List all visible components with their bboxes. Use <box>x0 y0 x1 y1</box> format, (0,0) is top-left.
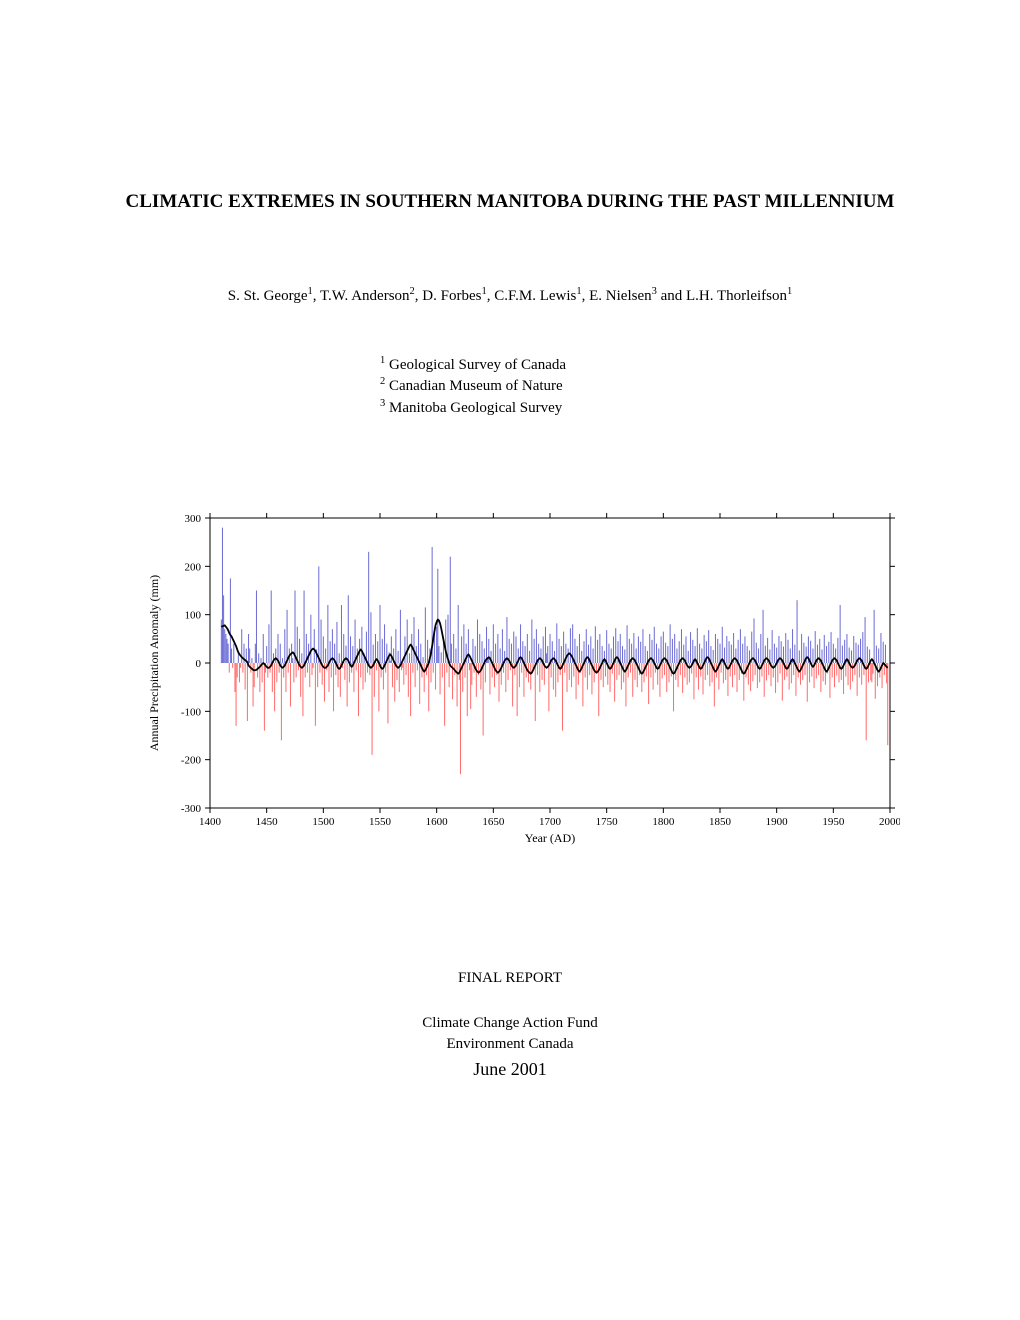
page-title: CLIMATIC EXTREMES IN SOUTHERN MANITOBA D… <box>100 190 920 215</box>
affiliations-block: 1 Geological Survey of Canada 2 Canadian… <box>380 354 640 418</box>
chart-svg: -300 -200 -100 0 100 200 300 1400 1450 1500 1550 16… <box>140 508 900 848</box>
footer-date: June 2001 <box>100 1057 920 1082</box>
svg-text:1650: 1650 <box>482 816 505 828</box>
svg-text:100: 100 <box>185 610 202 622</box>
affiliation-3: 3 Manitoba Geological Survey <box>380 397 640 418</box>
svg-text:1450: 1450 <box>256 816 279 828</box>
svg-text:1750: 1750 <box>596 816 619 828</box>
footer-line-2: Environment Canada <box>100 1034 920 1055</box>
svg-text:0: 0 <box>196 658 202 670</box>
svg-text:1400: 1400 <box>199 816 222 828</box>
svg-text:1550: 1550 <box>369 816 392 828</box>
svg-text:1850: 1850 <box>709 816 732 828</box>
svg-text:-100: -100 <box>181 706 202 718</box>
authors-line: S. St. George1, T.W. Anderson2, D. Forbe… <box>100 285 920 307</box>
svg-text:1900: 1900 <box>766 816 789 828</box>
svg-text:2000: 2000 <box>879 816 900 828</box>
affiliation-1: 1 Geological Survey of Canada <box>380 354 640 375</box>
footer-line-1: Climate Change Action Fund <box>100 1013 920 1034</box>
svg-text:Year (AD): Year (AD) <box>525 831 575 845</box>
report-label: FINAL REPORT <box>100 968 920 989</box>
svg-text:1500: 1500 <box>312 816 335 828</box>
svg-text:1950: 1950 <box>822 816 845 828</box>
svg-text:300: 300 <box>185 513 202 525</box>
precipitation-chart: -300 -200 -100 0 100 200 300 1400 1450 1500 1550 16… <box>140 508 900 848</box>
svg-text:Annual Precipitation Anomaly (: Annual Precipitation Anomaly (mm) <box>147 575 161 751</box>
affiliation-2: 2 Canadian Museum of Nature <box>380 375 640 396</box>
svg-text:-200: -200 <box>181 755 202 767</box>
svg-text:1800: 1800 <box>652 816 675 828</box>
footer-block: FINAL REPORT Climate Change Action Fund … <box>100 968 920 1082</box>
svg-text:1700: 1700 <box>539 816 562 828</box>
svg-text:-300: -300 <box>181 803 202 815</box>
svg-text:1600: 1600 <box>426 816 449 828</box>
svg-text:200: 200 <box>185 561 202 573</box>
